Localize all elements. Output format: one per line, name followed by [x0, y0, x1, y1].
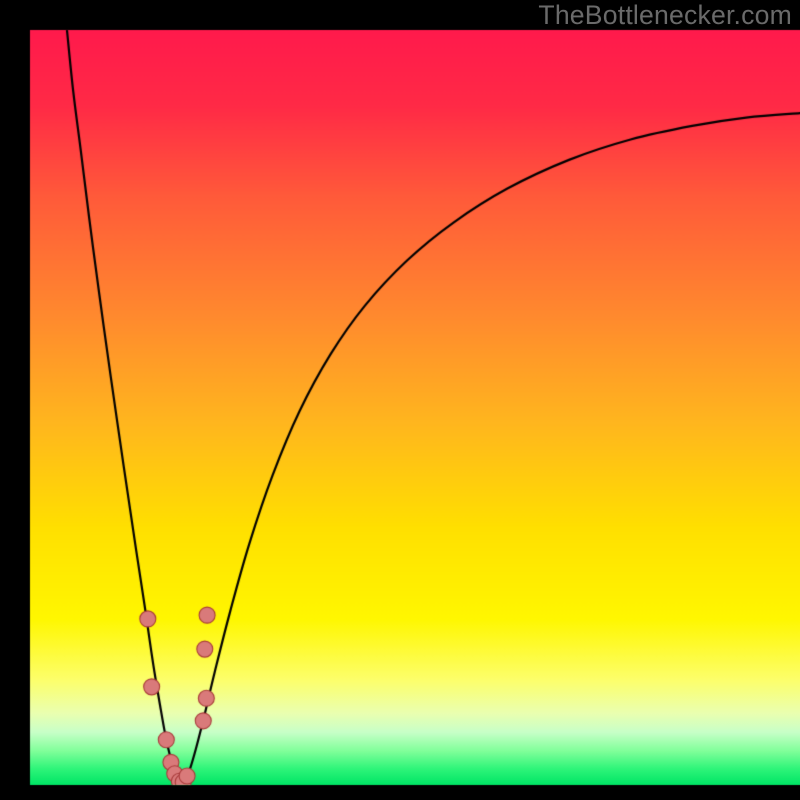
bottleneck-curve-plot: [0, 0, 800, 800]
chart-stage: TheBottlenecker.com: [0, 0, 800, 800]
